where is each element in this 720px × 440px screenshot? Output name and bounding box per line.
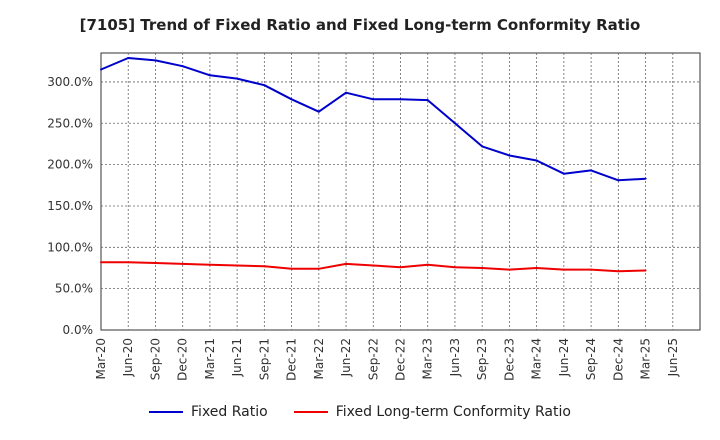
legend-item-fixed-ratio: Fixed Ratio [149,404,268,420]
data-point [154,59,157,62]
data-point [100,68,102,71]
data-point [154,262,157,265]
data-point [535,266,538,269]
y-tick-label: 0.0% [63,323,94,337]
data-point [181,65,184,68]
legend-item-fixed-long-term-conformity-ratio: Fixed Long-term Conformity Ratio [293,404,571,420]
x-tick-label: Mar-23 [421,338,435,379]
x-tick-label: Jun-23 [448,338,462,377]
x-tick-label: Dec-23 [502,338,516,381]
legend-swatch-conformity-ratio [293,411,328,413]
x-tick-label: Mar-20 [94,338,108,379]
data-point [453,122,456,125]
data-point [345,91,348,94]
data-point [263,265,266,268]
y-tick-label: 200.0% [47,158,93,172]
data-point [399,98,402,101]
data-point [345,262,348,265]
y-tick-label: 150.0% [47,199,93,213]
x-tick-label: Dec-21 [285,338,299,381]
data-point [290,98,293,101]
data-point [562,172,565,175]
data-point [236,77,239,80]
x-tick-label: Mar-24 [530,338,544,379]
y-tick-label: 250.0% [47,116,93,130]
data-point [181,262,184,265]
data-point [372,98,375,101]
x-tick-label: Jun-21 [230,338,244,377]
data-point [453,266,456,269]
data-point [236,264,239,267]
data-point [100,261,102,264]
data-point [426,99,429,102]
data-point [508,268,511,271]
x-tick-label: Sep-22 [366,338,380,380]
y-tick-label: 300.0% [47,75,93,89]
legend-label-conformity-ratio: Fixed Long-term Conformity Ratio [335,404,571,420]
data-point [481,266,484,269]
plot-frame [100,52,701,331]
data-point [127,261,130,264]
x-tick-label: Dec-20 [176,338,190,381]
x-tick-label: Jun-24 [557,338,571,377]
data-point [127,56,130,59]
y-tick-label: 100.0% [47,240,93,254]
x-tick-label: Mar-22 [312,338,326,379]
data-point [317,110,320,113]
x-tick-label: Dec-24 [611,338,625,381]
data-point [481,145,484,148]
data-point [290,267,293,270]
x-tick-label: Sep-20 [148,338,162,380]
chart-legend: Fixed Ratio Fixed Long-term Conformity R… [0,404,720,420]
x-tick-label: Mar-21 [203,338,217,379]
data-point [644,177,647,180]
x-tick-label: Sep-23 [475,338,489,380]
y-tick-label: 50.0% [55,282,93,296]
data-point [535,159,538,162]
data-point [317,267,320,270]
x-tick-label: Jun-25 [666,338,680,377]
data-point [617,270,620,273]
x-tick-label: Mar-25 [639,338,653,379]
data-point [399,266,402,269]
data-point [644,269,647,272]
x-tick-label: Sep-21 [257,338,271,380]
x-tick-label: Dec-22 [394,338,408,381]
data-point [590,268,593,271]
data-point [617,179,620,182]
x-tick-label: Jun-20 [121,338,135,377]
x-tick-label: Sep-24 [584,338,598,380]
data-point [208,263,211,266]
data-point [508,154,511,157]
chart-title: [7105] Trend of Fixed Ratio and Fixed Lo… [79,16,641,34]
data-point [426,263,429,266]
data-point [263,84,266,87]
x-tick-label: Jun-22 [339,338,353,377]
data-point [590,169,593,172]
legend-swatch-fixed-ratio [149,411,184,413]
legend-label-fixed-ratio: Fixed Ratio [191,404,268,420]
data-point [562,268,565,271]
data-point [208,74,211,77]
data-point [372,264,375,267]
